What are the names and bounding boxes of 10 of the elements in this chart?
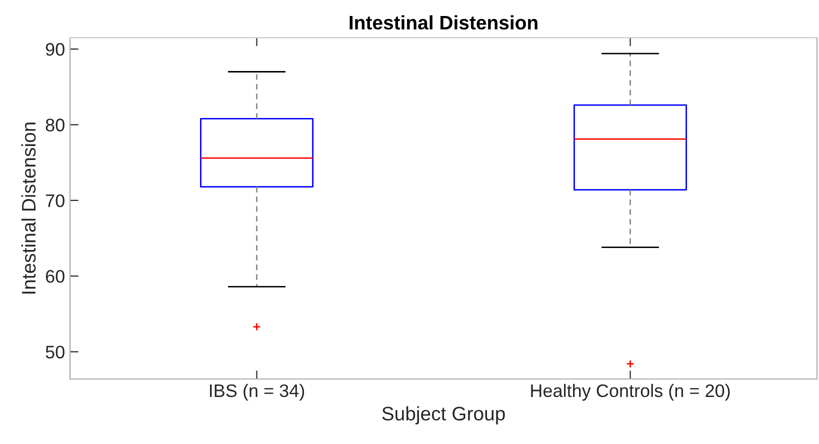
- y-axis-title: Intestinal Distension: [21, 122, 36, 294]
- y-tick-label: 90: [46, 42, 64, 56]
- x-tick-label: Healthy Controls (n = 20): [531, 384, 730, 401]
- y-tick-label: 50: [46, 346, 64, 358]
- y-tick-label: 60: [46, 270, 64, 283]
- x-axis-title: Subject Group: [382, 406, 505, 424]
- y-tick-label: 80: [46, 118, 64, 132]
- x-tick-label: IBS (n = 34): [210, 384, 304, 401]
- y-tick-label: 70: [46, 194, 64, 208]
- chart-title: Intestinal Distension: [350, 15, 538, 30]
